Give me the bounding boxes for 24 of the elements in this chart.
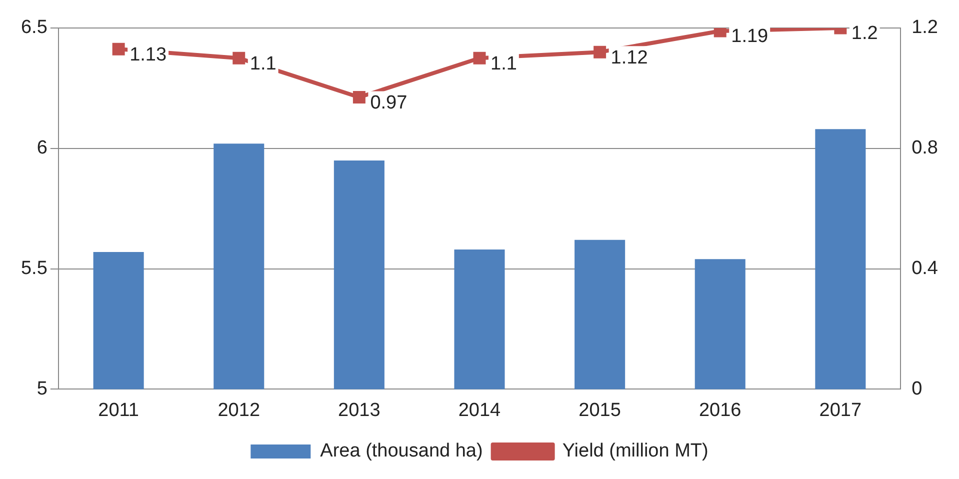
y-tick-label: 6.5 bbox=[20, 17, 48, 38]
data-label: 1.1 bbox=[250, 53, 276, 74]
y2-tick-label: 0 bbox=[912, 378, 922, 400]
x-tick-label: 2017 bbox=[819, 400, 862, 421]
y2-tick-label: 0.8 bbox=[912, 138, 938, 159]
y-tick-label: 5 bbox=[36, 378, 48, 400]
data-label: 1.1 bbox=[490, 53, 517, 74]
data-label: 1.13 bbox=[130, 44, 167, 66]
data-label: 0.97 bbox=[370, 92, 408, 114]
data-label: 1.12 bbox=[610, 47, 648, 68]
legend-label: Yield (million MT) bbox=[562, 440, 708, 462]
y2-tick-label: 0.4 bbox=[912, 258, 938, 280]
y-tick-label: 5.5 bbox=[20, 258, 48, 280]
x-tick-label: 2014 bbox=[458, 400, 502, 421]
y2-tick-label: 1.2 bbox=[912, 17, 938, 38]
x-tick-label: 2016 bbox=[698, 400, 742, 421]
legend-label: Area (thousand ha) bbox=[320, 440, 483, 462]
x-tick-label: 2012 bbox=[218, 400, 260, 421]
x-tick-label: 2011 bbox=[98, 400, 139, 421]
data-label: 1.19 bbox=[731, 26, 768, 48]
y-tick-label: 6 bbox=[36, 138, 48, 159]
x-tick-label: 2013 bbox=[338, 400, 380, 421]
data-label: 1.2 bbox=[851, 23, 878, 44]
x-tick-label: 2015 bbox=[578, 400, 621, 421]
